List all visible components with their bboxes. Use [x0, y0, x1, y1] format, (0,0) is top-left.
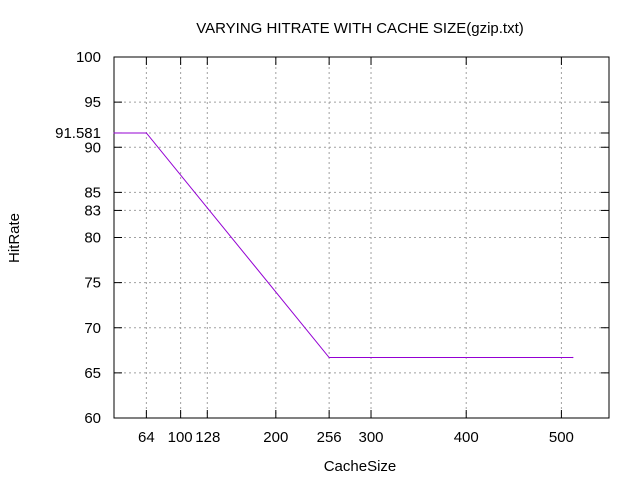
data-point — [572, 356, 574, 359]
y-tick-label: 70 — [84, 320, 101, 337]
y-tick-label: 85 — [84, 184, 101, 201]
y-tick-label: 95 — [84, 94, 101, 111]
y-tick-label: 83 — [84, 202, 101, 219]
x-tick-label: 200 — [263, 429, 288, 446]
y-tick-label: 80 — [84, 230, 101, 247]
data-point — [113, 132, 115, 134]
x-axis-label: CacheSize — [324, 458, 397, 475]
x-tick-label: 300 — [359, 429, 384, 446]
data-point — [328, 356, 330, 359]
y-tick-label: 75 — [84, 275, 101, 292]
data-point — [145, 132, 147, 134]
y-tick-label: 91.581 — [55, 125, 101, 142]
series-layer — [113, 132, 574, 359]
x-tick-label: 100 — [168, 429, 193, 446]
y-tick-label: 100 — [76, 49, 101, 66]
chart-title: VARYING HITRATE WITH CACHE SIZE(gzip.txt… — [196, 20, 524, 37]
x-tick-label: 64 — [138, 429, 155, 446]
plot-frame — [113, 56, 610, 419]
grid-layer — [114, 57, 609, 418]
y-tick-label: 65 — [84, 365, 101, 382]
series-line — [114, 132, 573, 359]
x-tick-label: 500 — [549, 429, 574, 446]
y-tick-label: 60 — [84, 410, 101, 427]
y-tick-label: 90 — [84, 139, 101, 156]
x-tick-label: 400 — [454, 429, 479, 446]
x-tick-label: 128 — [195, 429, 220, 446]
y-axis-label: HitRate — [6, 213, 23, 263]
x-tick-label: 256 — [317, 429, 342, 446]
